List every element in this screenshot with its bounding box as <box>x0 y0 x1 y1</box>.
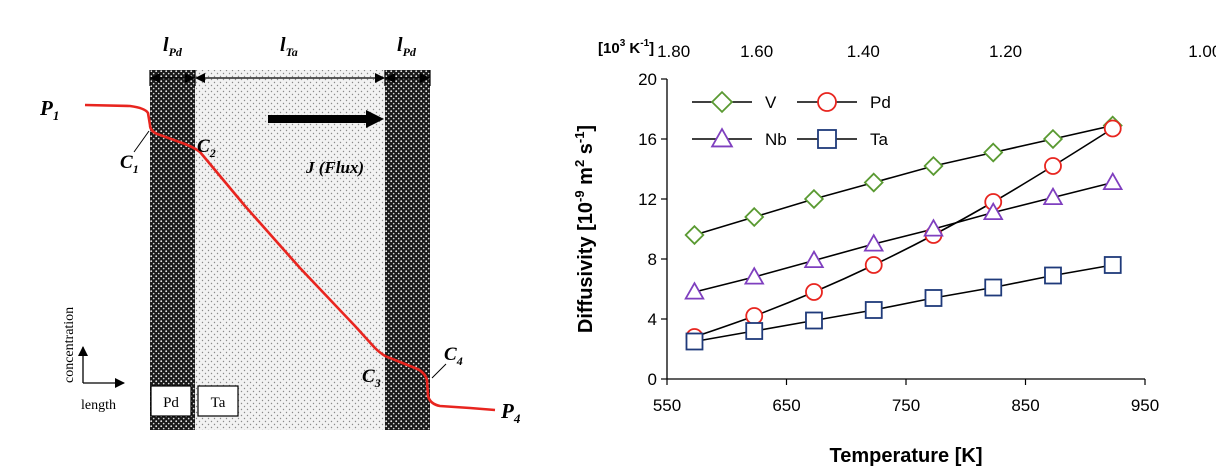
legend-label-nb: Nb <box>765 130 787 149</box>
data-point-ta <box>864 301 883 319</box>
top-axis-label: [103 K-1] <box>598 38 654 57</box>
x-tick-label: 550 <box>653 396 681 415</box>
data-point-nb <box>863 233 885 252</box>
data-point-v <box>684 224 705 246</box>
series-line-ta <box>694 264 1113 343</box>
y-axis-title: Diffusivity [10-9 m2 s-1] <box>572 125 597 333</box>
c1-pointer <box>133 130 150 153</box>
series-line-v <box>694 124 1113 236</box>
p4-label: P4 <box>500 399 521 426</box>
flux-arrow-head <box>366 110 384 128</box>
length-axis-label: length <box>81 398 116 413</box>
data-point-ta <box>1044 266 1062 285</box>
y-tick-label: 8 <box>648 250 657 269</box>
ta-layer <box>195 70 385 430</box>
l-pd-left-label: lPd <box>163 34 183 59</box>
data-point-v <box>983 142 1004 163</box>
data-point-v <box>1042 128 1064 150</box>
c4-label: C4 <box>444 344 463 368</box>
data-point-ta <box>745 322 764 340</box>
concentration-axis-label: concentration <box>62 307 77 383</box>
data-point-pd <box>864 256 883 274</box>
pd-layer-right <box>385 70 430 430</box>
data-point-nb <box>743 266 765 285</box>
pd-legend-label: Pd <box>163 395 179 411</box>
y-tick-label: 12 <box>638 190 657 209</box>
ta-legend-box <box>197 385 239 417</box>
data-point-ta <box>984 278 1003 297</box>
data-point-v <box>863 172 884 193</box>
data-point-nb <box>923 218 944 237</box>
series-markers <box>684 115 1124 351</box>
y-tick-label: 0 <box>648 370 657 389</box>
y-ticks: 0 4 8 12 16 20 <box>638 70 667 389</box>
y-tick-label: 20 <box>638 70 657 89</box>
data-point-nb <box>803 249 825 268</box>
pd-legend-box <box>150 385 192 417</box>
series-line-nb <box>694 181 1113 293</box>
x-tick-label: 950 <box>1131 396 1159 415</box>
top-tick-label: 1.20 <box>989 42 1022 61</box>
top-tick-label: 1.40 <box>847 42 880 61</box>
x-tick-label: 850 <box>1011 396 1039 415</box>
top-tick-label: 1.60 <box>740 42 773 61</box>
legend-marker-pd <box>817 92 837 112</box>
data-point-ta <box>685 332 704 351</box>
data-point-nb <box>982 201 1004 220</box>
x-tick-label: 750 <box>892 396 920 415</box>
data-point-pd <box>805 283 823 301</box>
pd-layer-left <box>150 70 195 430</box>
legend-label-v: V <box>765 93 777 112</box>
data-point-v <box>803 188 825 210</box>
data-point-pd <box>1044 157 1062 175</box>
data-point-pd <box>1103 119 1122 138</box>
thickness-dimensions <box>149 70 431 86</box>
x-tick-label: 650 <box>772 396 800 415</box>
top-tick-label: 1.00 <box>1188 42 1216 61</box>
legend-marker-nb <box>710 127 734 148</box>
top-tick-label: 1.80 <box>657 42 690 61</box>
l-ta-label: lTa <box>280 34 298 59</box>
p1-label: P1 <box>39 96 59 123</box>
top-axis-ticks: 1.80 1.60 1.40 1.20 1.00 <box>657 42 1216 61</box>
data-point-v <box>744 206 765 228</box>
y-tick-label: 16 <box>638 130 657 149</box>
data-point-v <box>923 155 944 177</box>
data-point-ta <box>924 289 943 307</box>
concentration-profile <box>84 103 496 412</box>
data-point-ta <box>805 311 823 330</box>
legend-label-pd: Pd <box>870 93 891 112</box>
legend-marker-v <box>710 90 734 114</box>
data-point-nb <box>1042 186 1064 205</box>
chart-legend: V Pd Nb Ta <box>692 90 891 149</box>
x-ticks: 550 650 750 850 950 <box>653 379 1159 415</box>
x-axis-title: Temperature [K] <box>830 445 983 467</box>
flux-label: J (Flux) <box>305 158 364 177</box>
legend-label-ta: Ta <box>870 130 889 149</box>
data-point-nb <box>1102 171 1124 190</box>
legend-marker-ta <box>817 129 837 149</box>
c3-label: C3 <box>362 366 381 390</box>
data-point-pd <box>745 307 764 325</box>
membrane-schematic: lPd lTa lPd J (Flux) P1 P4 C1 C2 C3 C4 c… <box>39 34 521 430</box>
y-tick-label: 4 <box>648 310 657 329</box>
c4-pointer <box>431 363 447 379</box>
data-point-nb <box>684 281 705 300</box>
c1-label: C1 <box>120 152 139 176</box>
ta-legend-label: Ta <box>211 395 226 411</box>
data-point-ta <box>1103 256 1122 274</box>
l-pd-right-label: lPd <box>397 34 417 59</box>
c2-label: C2 <box>197 136 216 160</box>
